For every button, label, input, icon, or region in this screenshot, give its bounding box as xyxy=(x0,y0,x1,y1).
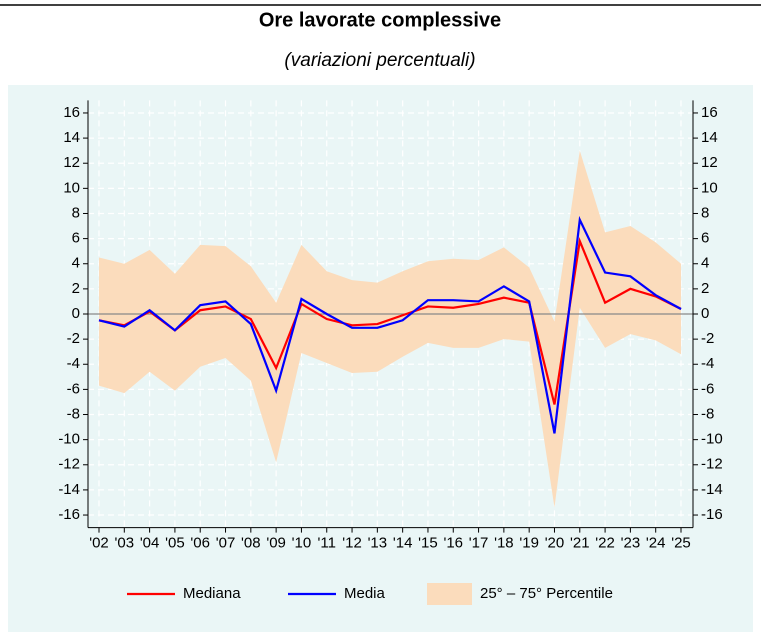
y2-tick-label: 16 xyxy=(701,104,718,121)
x-tick-label: '11 xyxy=(318,535,336,552)
y-tick-label: 10 xyxy=(63,179,80,196)
x-tick-label: '25 xyxy=(671,535,691,552)
y-tick-label: -12 xyxy=(58,456,80,473)
chart-title: Ore lavorate complessive xyxy=(259,9,501,31)
x-tick-label: '18 xyxy=(494,535,514,552)
x-tick-label: '23 xyxy=(621,535,641,552)
y-tick-label: 12 xyxy=(63,154,80,171)
series-line xyxy=(98,237,682,405)
legend-label: 25° – 75° Percentile xyxy=(480,585,613,602)
legend-label: Mediana xyxy=(183,585,241,602)
x-tick-label: '12 xyxy=(342,535,362,552)
y-tick-label: 8 xyxy=(72,204,80,221)
x-tick-label: '21 xyxy=(570,535,590,552)
x-tick-label: '14 xyxy=(393,535,413,552)
y2-tick-label: -10 xyxy=(701,431,723,448)
percentile-band xyxy=(99,150,681,508)
x-tick-label: '19 xyxy=(519,535,539,552)
y2-tick-label: -8 xyxy=(701,405,714,422)
y2-tick-label: 12 xyxy=(701,154,718,171)
x-tick-label: '06 xyxy=(190,535,210,552)
x-tick-label: '24 xyxy=(646,535,666,552)
x-tick-label: '17 xyxy=(469,535,489,552)
y-tick-label: -10 xyxy=(58,431,80,448)
y2-tick-label: -14 xyxy=(701,481,723,498)
y-tick-label: 2 xyxy=(72,280,80,297)
y2-tick-label: 2 xyxy=(701,280,709,297)
x-tick-label: '10 xyxy=(292,535,312,552)
x-tick-label: '15 xyxy=(418,535,438,552)
x-tick-label: '08 xyxy=(241,535,261,552)
x-tick-label: '20 xyxy=(545,535,565,552)
y-tick-label: 6 xyxy=(72,230,80,247)
x-tick-label: '03 xyxy=(115,535,135,552)
y2-tick-label: 8 xyxy=(701,204,709,221)
y-tick-label: -6 xyxy=(67,380,80,397)
y-tick-label: 0 xyxy=(72,305,80,322)
series-line xyxy=(98,215,682,434)
y2-tick-label: -4 xyxy=(701,355,714,372)
y-tick-label: -2 xyxy=(67,330,80,347)
legend-label: Media xyxy=(344,585,386,602)
x-tick-label: '07 xyxy=(216,535,236,552)
y2-tick-label: -6 xyxy=(701,380,714,397)
y-tick-label: -8 xyxy=(67,405,80,422)
y-tick-label: -4 xyxy=(67,355,80,372)
y-tick-label: 14 xyxy=(63,129,80,146)
legend-swatch xyxy=(427,583,472,605)
y-tick-label: 16 xyxy=(63,104,80,121)
x-tick-label: '04 xyxy=(140,535,160,552)
y-tick-label: 4 xyxy=(72,255,80,272)
y2-tick-label: 0 xyxy=(701,305,709,322)
x-tick-label: '05 xyxy=(165,535,185,552)
y2-tick-label: -12 xyxy=(701,456,723,473)
x-tick-label: '09 xyxy=(266,535,286,552)
y2-tick-label: 6 xyxy=(701,230,709,247)
y2-tick-label: 14 xyxy=(701,129,718,146)
x-tick-label: '22 xyxy=(595,535,615,552)
y-tick-label: -14 xyxy=(58,481,80,498)
x-tick-label: '16 xyxy=(443,535,463,552)
y2-tick-label: -2 xyxy=(701,330,714,347)
chart-subtitle: (variazioni percentuali) xyxy=(284,50,475,71)
x-tick-label: '02 xyxy=(89,535,109,552)
y2-tick-label: 4 xyxy=(701,255,709,272)
y2-tick-label: -16 xyxy=(701,506,723,523)
y2-tick-label: 10 xyxy=(701,179,718,196)
y-tick-label: -16 xyxy=(58,506,80,523)
x-tick-label: '13 xyxy=(368,535,388,552)
